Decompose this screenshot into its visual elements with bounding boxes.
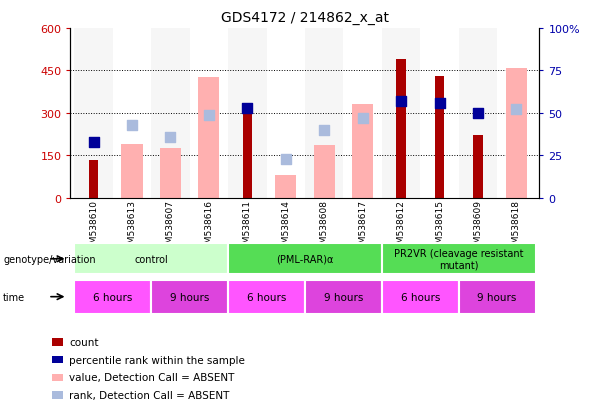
Text: 9 hours: 9 hours — [324, 292, 363, 302]
Text: genotype/variation: genotype/variation — [3, 254, 96, 264]
Text: control: control — [134, 254, 168, 264]
Text: 9 hours: 9 hours — [478, 292, 517, 302]
Bar — [506, 69, 527, 198]
Bar — [228, 29, 267, 198]
Bar — [382, 29, 421, 198]
Point — [89, 139, 99, 146]
Point — [166, 134, 175, 140]
Point — [204, 112, 214, 119]
Bar — [473, 136, 483, 198]
Bar — [198, 78, 219, 198]
Point — [242, 105, 252, 112]
Bar — [435, 77, 444, 198]
Bar — [459, 29, 497, 198]
Text: 6 hours: 6 hours — [93, 292, 132, 302]
Point — [511, 107, 521, 114]
Bar — [243, 109, 252, 198]
Text: 9 hours: 9 hours — [170, 292, 210, 302]
Point — [396, 98, 406, 105]
Bar — [275, 176, 296, 198]
Text: 6 hours: 6 hours — [400, 292, 440, 302]
Text: 6 hours: 6 hours — [247, 292, 286, 302]
Title: GDS4172 / 214862_x_at: GDS4172 / 214862_x_at — [221, 11, 389, 25]
Bar — [121, 145, 143, 198]
Point — [473, 110, 483, 117]
Bar — [74, 29, 113, 198]
Bar — [314, 146, 335, 198]
Point — [319, 127, 329, 134]
Bar — [352, 105, 373, 198]
Text: (PML-RAR)α: (PML-RAR)α — [276, 254, 333, 264]
Point — [281, 156, 291, 163]
Bar — [160, 149, 181, 198]
Bar — [151, 29, 189, 198]
Text: percentile rank within the sample: percentile rank within the sample — [69, 355, 245, 365]
Point — [127, 122, 137, 129]
Bar — [89, 160, 98, 198]
Text: value, Detection Call = ABSENT: value, Detection Call = ABSENT — [69, 373, 235, 382]
Bar — [305, 29, 343, 198]
Text: time: time — [3, 292, 25, 302]
Bar — [396, 60, 406, 198]
Text: PR2VR (cleavage resistant
mutant): PR2VR (cleavage resistant mutant) — [394, 248, 524, 270]
Text: rank, Detection Call = ABSENT: rank, Detection Call = ABSENT — [69, 390, 230, 400]
Point — [358, 115, 368, 122]
Text: count: count — [69, 337, 99, 347]
Point — [435, 100, 444, 107]
